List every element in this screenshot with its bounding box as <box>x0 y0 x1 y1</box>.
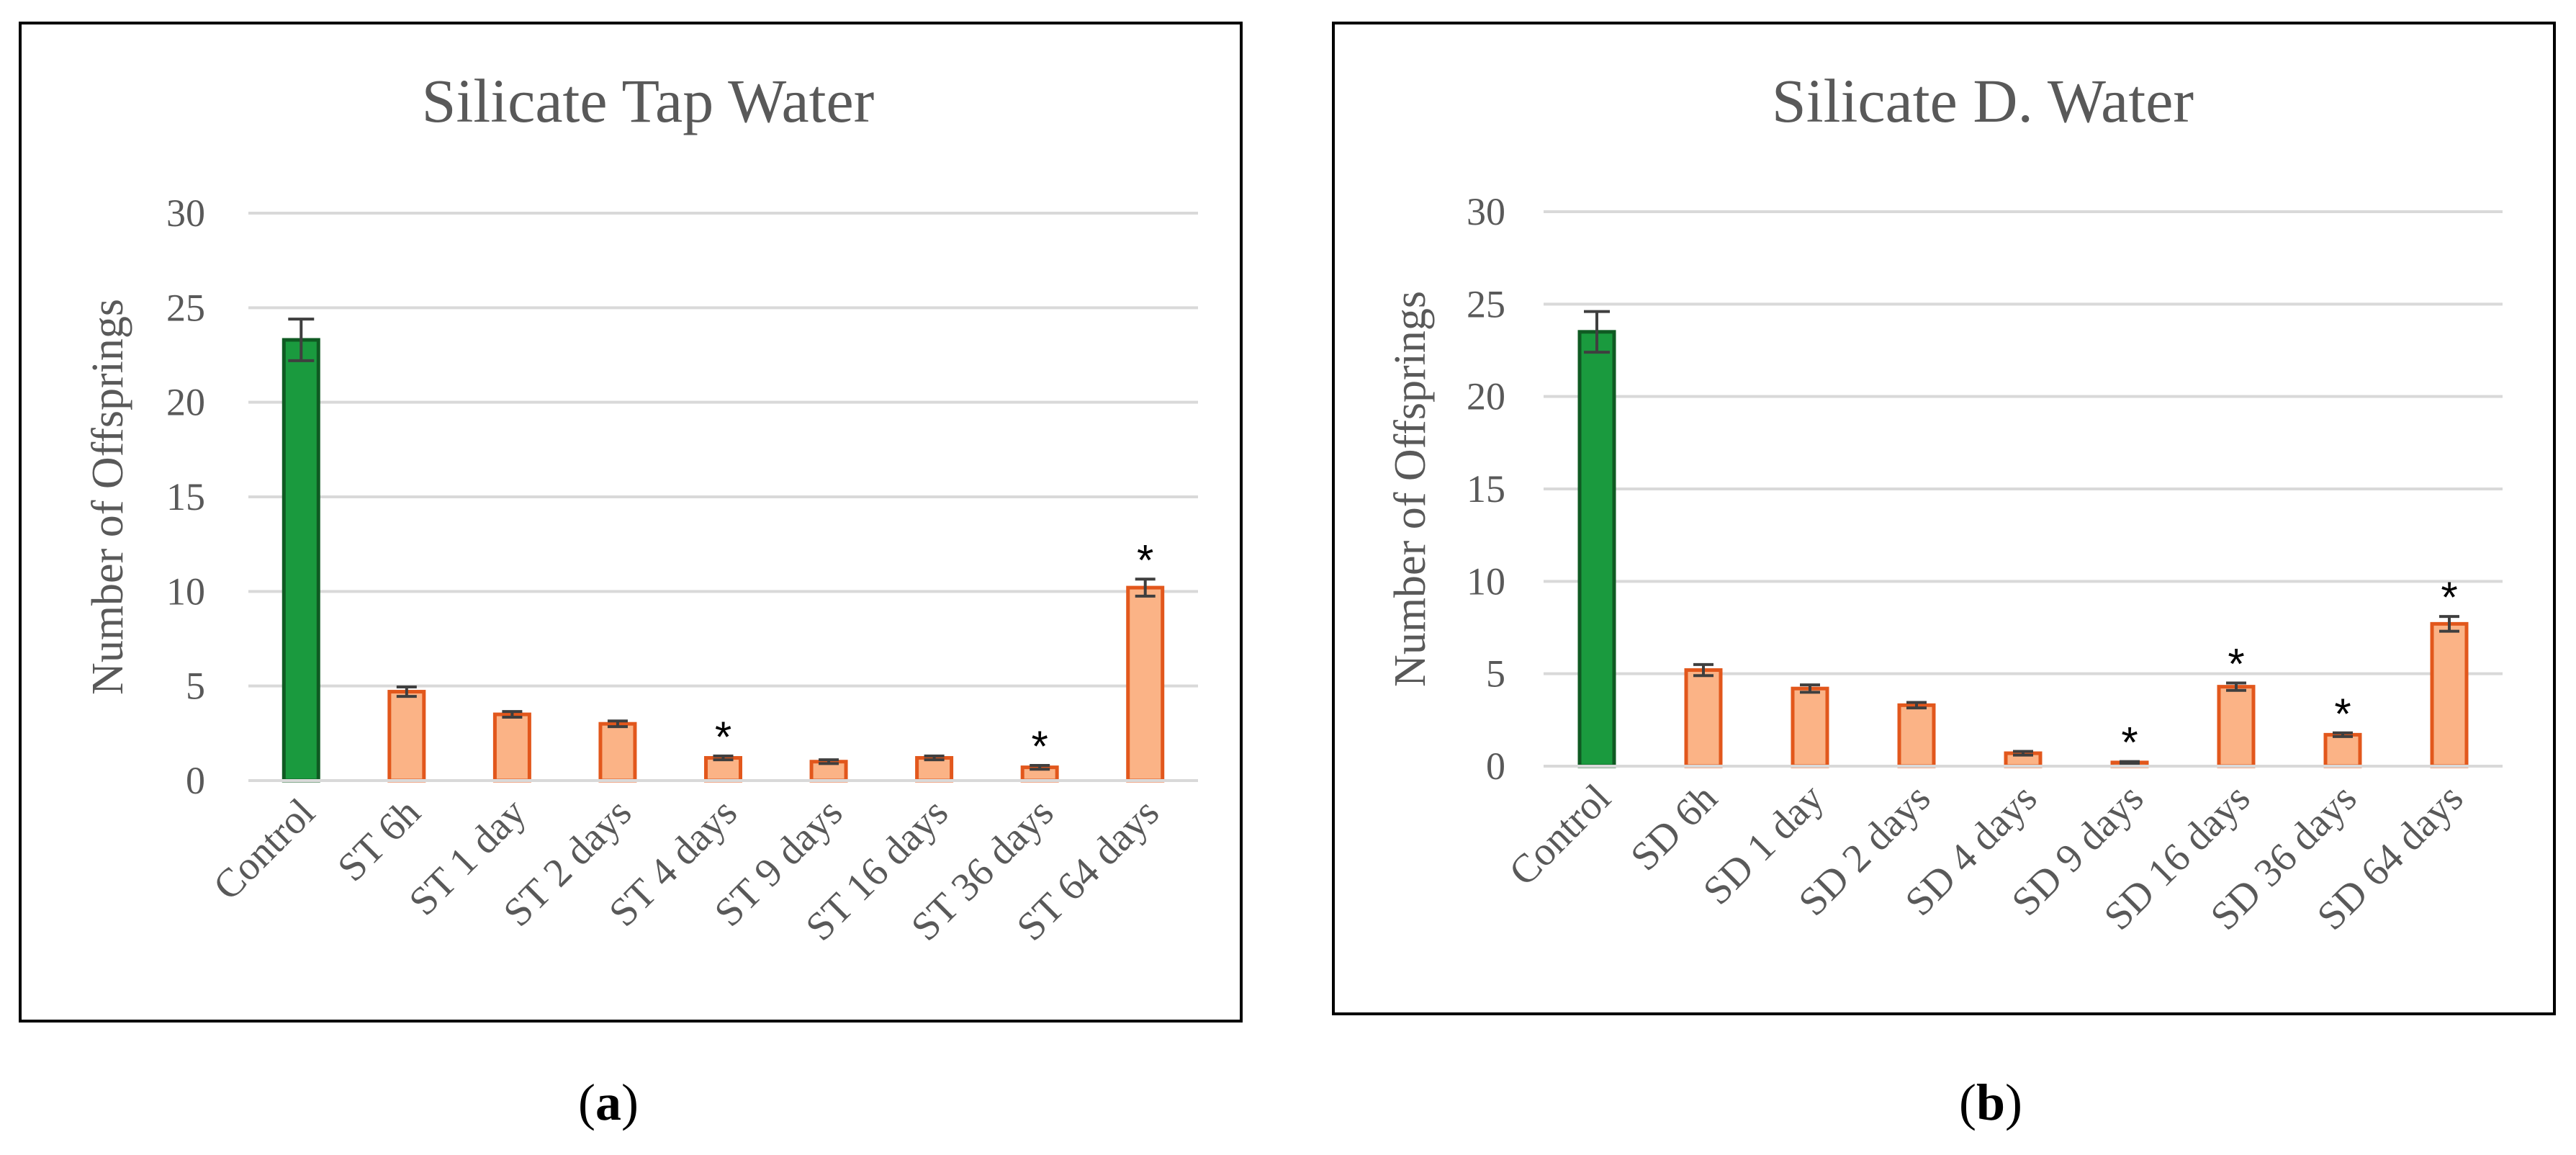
caption-b-open: ( <box>1958 1074 1976 1131</box>
caption-a-close: ) <box>621 1074 639 1131</box>
bar <box>1897 703 1936 768</box>
chart-panel-a: Silicate Tap Water 0 5 10 15 20 25 30 Number of … <box>19 22 1243 1023</box>
y-tick-label: 25 <box>166 286 205 329</box>
chart-title: Silicate D. Water <box>1772 66 2194 135</box>
y-tick-label: 15 <box>1467 467 1505 511</box>
y-tick-label: 10 <box>166 570 205 613</box>
y-tick-label: 20 <box>166 381 205 424</box>
y-tick-label: 10 <box>1467 559 1505 603</box>
y-tick-label: 25 <box>1467 282 1505 325</box>
caption-a: (a) <box>536 1073 680 1133</box>
significance-marker: * <box>2228 640 2244 688</box>
y-axis-label: Number of Offsprings <box>84 299 132 695</box>
significance-marker: * <box>715 713 731 761</box>
bar <box>387 690 426 783</box>
category-label: ST 6h <box>329 790 429 890</box>
bar-control <box>1577 330 1616 768</box>
bar <box>2323 732 2362 768</box>
y-tick-label: 0 <box>1486 745 1505 788</box>
caption-b-letter: b <box>1976 1074 2006 1131</box>
bar <box>704 755 742 783</box>
significance-marker: * <box>1031 722 1048 770</box>
category-label: Control <box>1500 776 1619 894</box>
significance-marker: * <box>2334 690 2351 738</box>
bar <box>1684 668 1723 768</box>
significance-marker: * <box>1137 536 1153 584</box>
bar <box>598 722 637 783</box>
chart-panel-b: Silicate D. Water 0 5 10 15 20 25 30 Number of O… <box>1332 22 2556 1015</box>
bar-control <box>282 338 320 783</box>
caption-a-letter: a <box>595 1074 621 1131</box>
caption-b-close: ) <box>2005 1074 2022 1131</box>
bar <box>1791 686 1829 768</box>
chart-b-svg: Silicate D. Water 0 5 10 15 20 25 30 Number of O… <box>1386 66 2503 939</box>
caption-a-open: ( <box>578 1074 595 1131</box>
bar <box>2430 621 2469 768</box>
significance-marker: * <box>2441 573 2457 621</box>
y-tick-label: 5 <box>1486 652 1505 696</box>
caption-b: (b) <box>1919 1073 2063 1133</box>
y-tick-label: 30 <box>1467 190 1505 233</box>
y-tick-label: 5 <box>186 665 205 708</box>
y-tick-label: 0 <box>186 759 205 802</box>
category-label: SD 6h <box>1622 776 1726 879</box>
bar <box>2217 685 2256 768</box>
y-tick-label: 30 <box>166 192 205 235</box>
y-tick-label: 15 <box>166 475 205 518</box>
bar <box>492 712 531 783</box>
category-label: Control <box>205 790 324 909</box>
y-tick-label: 20 <box>1467 375 1505 418</box>
chart-title: Silicate Tap Water <box>422 66 875 135</box>
bar <box>915 755 954 783</box>
bar <box>1126 585 1165 783</box>
y-axis-label: Number of Offsprings <box>1386 291 1435 687</box>
chart-a-svg: Silicate Tap Water 0 5 10 15 20 25 30 Number of … <box>84 66 1198 950</box>
significance-marker: * <box>2121 719 2138 767</box>
